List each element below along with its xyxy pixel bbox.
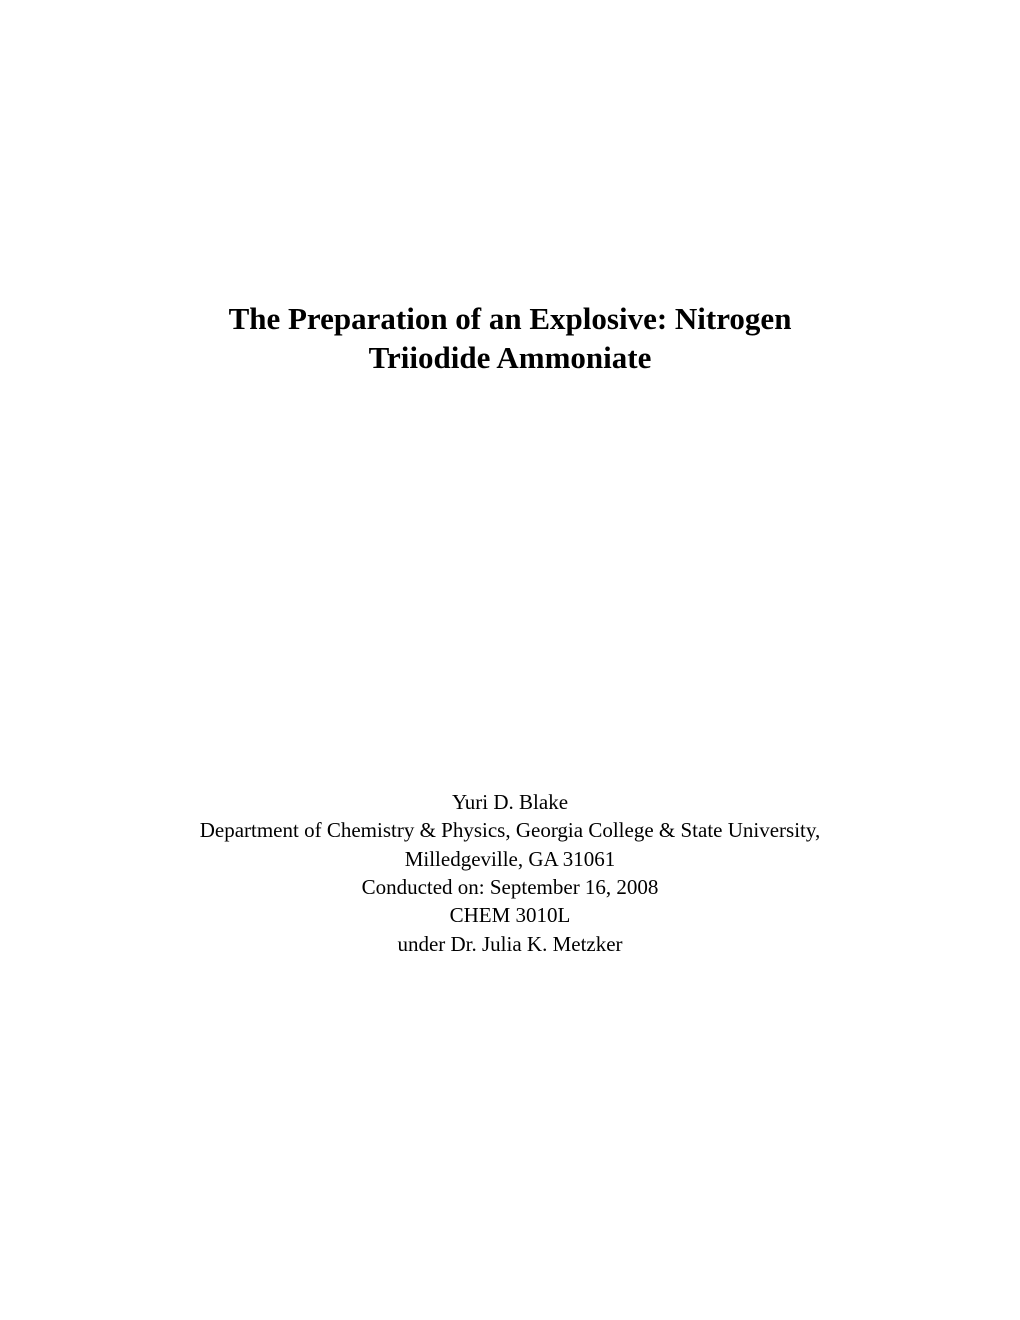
supervisor: under Dr. Julia K. Metzker (130, 930, 890, 958)
course-code: CHEM 3010L (130, 901, 890, 929)
author-name: Yuri D. Blake (130, 788, 890, 816)
document-title-line2: Triiodide Ammoniate (130, 339, 890, 378)
department-line1: Department of Chemistry & Physics, Georg… (130, 816, 890, 844)
department-line2: Milledgeville, GA 31061 (130, 845, 890, 873)
document-title-line1: The Preparation of an Explosive: Nitroge… (130, 300, 890, 339)
conducted-date: Conducted on: September 16, 2008 (130, 873, 890, 901)
info-block: Yuri D. Blake Department of Chemistry & … (130, 788, 890, 958)
title-block: The Preparation of an Explosive: Nitroge… (130, 300, 890, 378)
